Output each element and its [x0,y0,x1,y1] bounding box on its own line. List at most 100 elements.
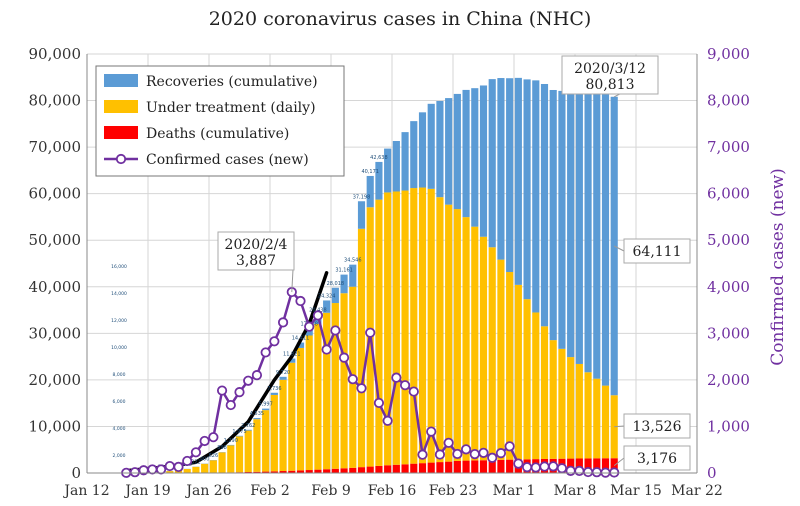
new-cases-point [513,458,524,469]
new-cases-point [312,310,324,321]
recovery-bar [262,408,270,411]
new-cases-point [443,437,454,448]
under-treatment-bar [558,348,566,459]
recovery-bar [462,89,470,218]
recovery-bar [453,93,461,210]
x-tick-label: Jan 26 [184,483,231,499]
death-bar [314,469,322,473]
new-cases-point [530,462,541,473]
under-treatment-bar [218,452,226,473]
new-cases-point [574,465,585,477]
under-treatment-bar [192,466,200,473]
death-bar [270,471,278,473]
new-cases-point [434,449,446,460]
new-cases-point [399,380,411,391]
recovery-bar [384,148,392,193]
recovery-bar [523,79,531,300]
under-treatment-bar [288,362,296,471]
new-cases-point [295,295,306,307]
recovery-bar [253,418,261,420]
under-treatment-bar [305,335,313,471]
manual-axis-tick: 14,000 [111,291,127,297]
recovery-bar [375,161,383,200]
death-bar [497,459,505,473]
under-treatment-bar [410,188,418,464]
new-cases-point [199,435,210,447]
legend: Recoveries (cumulative) Under treatment (… [95,65,345,177]
new-cases-point [190,447,202,458]
under-treatment-bar [506,272,514,460]
new-cases-point [147,464,158,475]
new-cases-point [539,461,550,472]
new-cases-point [347,374,358,385]
under-treatment-bar [253,419,261,472]
death-bar [401,464,409,473]
new-cases-point [426,426,437,437]
callout-box [217,231,295,271]
recovery-bar [357,201,366,229]
legend-label: Deaths (cumulative) [146,126,289,142]
under-treatment-bar [183,469,191,473]
under-treatment-bar [314,323,322,470]
y-tick-right: 7,000 [707,138,750,156]
under-treatment-bar [601,385,610,459]
recovery-bar [296,342,305,348]
callout-leader [613,245,625,252]
under-treatment-bar [488,247,496,461]
y-tick-right: 2,000 [707,371,750,389]
under-treatment-bar [575,363,583,459]
new-cases-point [330,325,341,336]
legend-label: Under treatment (daily) [146,100,316,116]
legend-swatch [104,100,138,113]
death-bar [575,458,583,473]
under-treatment-bar [532,312,540,460]
manual-axis-tick: 2,000 [113,453,126,459]
recovery-bar [488,79,496,248]
death-bar [392,464,400,473]
recovery-bar [584,93,592,373]
under-treatment-bar [166,471,174,473]
death-bar [462,460,470,473]
death-bar [445,461,453,473]
new-cases-point [155,464,167,475]
under-treatment-bar [270,394,278,472]
under-treatment-bar [479,236,488,461]
under-treatment-bar [235,436,244,473]
new-cases-point [487,452,498,463]
recovery-bar [418,112,427,188]
y-tick-right: 6,000 [707,185,750,203]
callout-leader [613,457,625,467]
new-cases-point [260,347,271,358]
death-bar [253,471,261,473]
recovery-bar [532,80,540,313]
recovery-bar [366,175,374,208]
under-treatment-bar [418,187,427,464]
y-tick-left: 60,000 [29,185,82,203]
manual-label: 626 [209,453,219,459]
recovery-bar [288,358,296,363]
recovery-bar [558,90,566,349]
under-treatment-bar [401,190,409,465]
x-tick-label: Feb 2 [250,483,290,499]
under-treatment-bar [593,378,601,459]
x-tick-label: Jan 12 [62,483,109,499]
manual-label: 11,821 [283,352,301,358]
death-bar [436,462,444,473]
new-cases-point [182,455,193,467]
under-treatment-bar [392,191,400,465]
callout-box [561,55,659,95]
under-treatment-bar [262,410,270,472]
recovery-bar [427,103,435,189]
death-bar [357,467,366,473]
under-treatment-bar [323,312,331,470]
death-bar [262,471,270,473]
recovery-bar [340,274,348,294]
manual-axis-tick: 6,000 [113,399,126,405]
legend-marker [115,153,127,165]
axes: 0 10,000 20,000 30,000 40,000 50,000 60,000 70,… [29,45,750,499]
manual-label: 7,736 [267,386,281,392]
recovery-bar [244,429,252,431]
recovery-bar [349,264,357,287]
x-tick-label: Jan 19 [123,483,170,499]
callout-box [623,238,691,264]
